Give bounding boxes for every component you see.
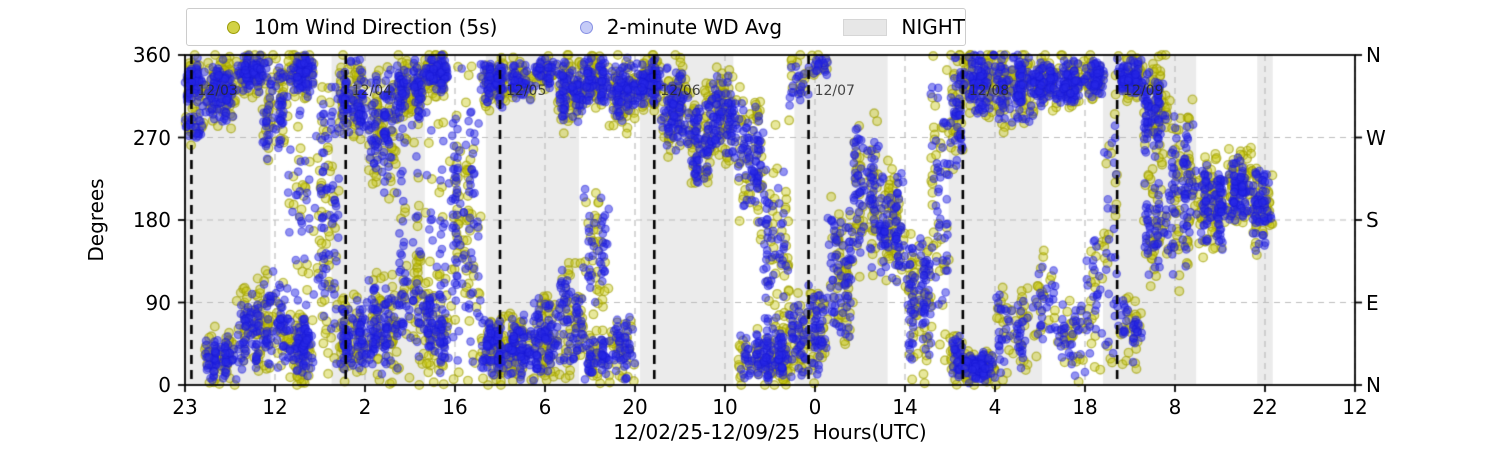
compass-tick-label: N bbox=[1366, 43, 1381, 67]
date-annotation: 12/06 bbox=[660, 83, 701, 99]
legend-label-wind-direction: 10m Wind Direction (5s) bbox=[254, 15, 498, 39]
x-tick-label: 0 bbox=[808, 395, 822, 419]
x-tick-label: 6 bbox=[538, 395, 552, 419]
x-tick-label: 20 bbox=[622, 395, 648, 419]
x-tick-label: 18 bbox=[1072, 395, 1098, 419]
x-tick-label: 12 bbox=[262, 395, 288, 419]
legend-item-wind-direction: 10m Wind Direction (5s) bbox=[227, 15, 497, 39]
y-tick-label: 360 bbox=[132, 43, 171, 67]
x-tick-label: 4 bbox=[988, 395, 1002, 419]
y-axis-title: Degrees bbox=[84, 178, 108, 262]
date-annotation: 12/05 bbox=[506, 83, 547, 99]
x-tick-label: 8 bbox=[1168, 395, 1182, 419]
y-tick-label: 270 bbox=[132, 125, 171, 150]
date-annotation: 12/07 bbox=[814, 83, 855, 99]
compass-tick-label: S bbox=[1366, 208, 1379, 232]
y-tick-label: 90 bbox=[145, 290, 171, 315]
legend-label-wd-avg: 2-minute WD Avg bbox=[606, 15, 783, 39]
night-patch-icon bbox=[843, 18, 888, 36]
date-annotation: 12/08 bbox=[968, 83, 1010, 99]
x-tick-label: 22 bbox=[1252, 395, 1278, 419]
x-tick-label: 2 bbox=[358, 395, 372, 419]
wd-avg-marker-icon bbox=[579, 20, 593, 34]
legend-item-wd-avg: 2-minute WD Avg bbox=[579, 15, 783, 39]
compass-tick-label: E bbox=[1366, 290, 1379, 315]
y-tick-label: 0 bbox=[158, 373, 171, 397]
x-tick-label: 12 bbox=[1342, 395, 1368, 419]
date-annotation: 12/04 bbox=[351, 83, 393, 99]
x-tick-label: 16 bbox=[442, 395, 468, 419]
legend-label-night: NIGHT bbox=[901, 15, 965, 39]
compass-tick-label: W bbox=[1366, 125, 1386, 150]
date-annotation: 12/03 bbox=[197, 83, 238, 99]
compass-tick-label: N bbox=[1366, 373, 1381, 397]
wind-direction-marker-icon bbox=[227, 20, 240, 34]
x-tick-label: 10 bbox=[712, 395, 738, 419]
date-annotation: 12/09 bbox=[1123, 83, 1164, 99]
x-axis-title: 12/02/25-12/09/25 Hours(UTC) bbox=[613, 420, 927, 444]
legend-item-night: NIGHT bbox=[843, 15, 965, 39]
x-tick-label: 14 bbox=[892, 395, 918, 419]
y-tick-label: 180 bbox=[132, 208, 171, 232]
legend: 10m Wind Direction (5s) 2-minute WD Avg … bbox=[186, 8, 966, 46]
x-tick-label: 23 bbox=[172, 395, 198, 419]
